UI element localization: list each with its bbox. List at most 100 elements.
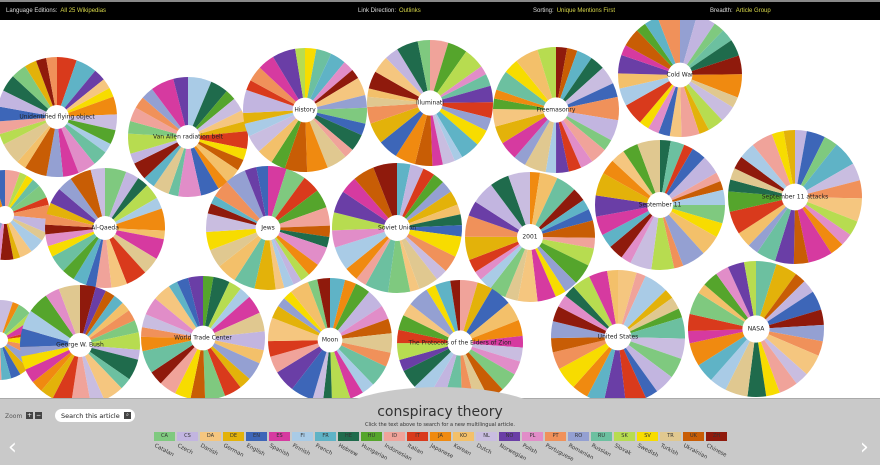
legend-item-hu[interactable]: HU Hungarian: [360, 432, 388, 462]
language-wedge: [460, 335, 523, 348]
article-pie[interactable]: [141, 276, 265, 398]
language-wedge: [268, 228, 302, 285]
legend-item-zh[interactable]: ZH Chinese: [705, 432, 728, 459]
legend-item-ko[interactable]: KO Korean: [452, 432, 475, 457]
previous-arrow-icon[interactable]: ‹: [8, 435, 17, 460]
language-wedge: [618, 337, 646, 398]
pie-center: [292, 97, 318, 123]
language-wedge: [80, 287, 106, 345]
language-wedge: [70, 169, 105, 228]
legend-item-tr[interactable]: TR Turkish: [659, 432, 682, 457]
article-label[interactable]: The Protocols of the Elders of Zion: [408, 339, 512, 347]
legend-item-nl[interactable]: NL Dutch: [475, 432, 498, 456]
language-editions-setting[interactable]: Language Editions: All 25 Wikipedias: [6, 8, 106, 14]
article-pie[interactable]: [0, 57, 118, 177]
article-label[interactable]: United States: [597, 333, 639, 341]
language-wedge: [5, 215, 32, 258]
article-pie[interactable]: [268, 278, 392, 398]
article-label[interactable]: NASA: [747, 325, 765, 333]
language-wedge: [556, 47, 578, 110]
legend-item-en[interactable]: EN English: [245, 432, 268, 458]
language-wedge: [141, 336, 203, 352]
article-label[interactable]: Freemasonry: [536, 106, 576, 114]
article-pie[interactable]: [367, 40, 494, 167]
breadth-setting[interactable]: Breadth: Article Group: [710, 8, 771, 14]
language-wedge: [430, 66, 487, 103]
search-article-button[interactable]: Search this article ⌕: [55, 409, 135, 422]
article-pie[interactable]: [618, 20, 742, 137]
legend-item-no[interactable]: NO Norwegian: [498, 432, 527, 462]
language-wedge: [214, 181, 268, 228]
legend-item-ca[interactable]: CA Catalan: [153, 432, 176, 458]
language-wedge: [680, 75, 709, 134]
legend-item-ro[interactable]: RO Romanian: [567, 432, 594, 461]
article-title[interactable]: conspiracy theory: [377, 404, 503, 420]
pie-center: [543, 97, 569, 123]
language-wedge: [397, 204, 461, 228]
setting-value[interactable]: All 25 Wikipedias: [60, 8, 107, 14]
setting-value[interactable]: Outlinks: [399, 8, 421, 14]
language-wedge: [0, 300, 13, 340]
zoom-out-button[interactable]: −: [35, 412, 42, 419]
legend-item-cs[interactable]: CS Czech: [176, 432, 199, 456]
article-pie[interactable]: [595, 140, 725, 270]
legend-item-sv[interactable]: SV Swedish: [636, 432, 659, 459]
sorting-setting[interactable]: Sorting: Unique Mentions First: [533, 8, 615, 14]
article-label[interactable]: Unidentified flying object: [19, 113, 95, 121]
language-wedge: [460, 280, 478, 343]
legend-item-de[interactable]: DE German: [222, 432, 245, 459]
article-label[interactable]: September 11: [638, 201, 682, 209]
legend-item-pl[interactable]: PL Polish: [521, 432, 544, 456]
legend-item-pt[interactable]: PT Portuguese: [544, 432, 574, 463]
legend-item-uk[interactable]: UK Ukrainian: [682, 432, 708, 461]
article-label[interactable]: Van Allen radiation belt: [152, 133, 224, 141]
article-pie[interactable]: [493, 47, 620, 173]
article-pie[interactable]: [332, 163, 462, 293]
language-wedge: [460, 302, 519, 343]
article-label[interactable]: World Trade Center: [174, 334, 232, 342]
language-wedge: [417, 40, 430, 103]
legend-item-ru[interactable]: RU Russian: [590, 432, 613, 458]
article-label[interactable]: Soviet Union: [378, 224, 416, 232]
article-pie[interactable]: [205, 166, 330, 290]
language-wedge: [305, 110, 353, 157]
language-wedge: [397, 228, 462, 257]
setting-value[interactable]: Article Group: [735, 8, 771, 14]
legend-item-da[interactable]: DA Danish: [199, 432, 222, 457]
language-wedge: [370, 103, 430, 143]
legend-item-sk[interactable]: SK Slovak: [613, 432, 636, 457]
article-pie[interactable]: [397, 280, 523, 398]
article-pie[interactable]: [551, 270, 685, 398]
next-arrow-icon[interactable]: ›: [860, 435, 869, 460]
article-label[interactable]: Al-Qaeda: [91, 224, 119, 232]
setting-value[interactable]: Unique Mentions First: [556, 8, 616, 14]
language-wedge: [5, 172, 27, 215]
legend-item-ja[interactable]: JA Japanese: [429, 432, 454, 460]
article-label[interactable]: September 11 attacks: [761, 193, 829, 201]
legend-item-fr[interactable]: FR French: [314, 432, 337, 457]
article-pie[interactable]: [465, 172, 595, 303]
article-label[interactable]: Moon: [321, 336, 339, 344]
legend-item-fi[interactable]: FI Finnish: [291, 432, 314, 457]
legend-item-id[interactable]: ID Indonesian: [383, 432, 413, 462]
article-label[interactable]: Jews: [261, 224, 275, 232]
article-pie[interactable]: [243, 48, 368, 172]
article-label[interactable]: George W. Bush: [56, 341, 104, 349]
link-direction-setting[interactable]: Link Direction: Outlinks: [358, 8, 421, 14]
article-pie[interactable]: [20, 285, 140, 398]
legend-item-it[interactable]: IT Italian: [406, 432, 429, 456]
article-pie[interactable]: [688, 261, 824, 398]
article-pie[interactable]: [728, 130, 862, 264]
article-label[interactable]: Cold War: [666, 71, 694, 79]
article-label[interactable]: Illuminati: [416, 99, 444, 107]
article-label[interactable]: History: [294, 106, 316, 114]
zoom-in-button[interactable]: +: [26, 412, 33, 419]
language-wedge: [795, 197, 862, 222]
legend-item-es[interactable]: ES Spanish: [268, 432, 291, 458]
article-pie[interactable]: [0, 170, 50, 260]
article-label[interactable]: 2001: [522, 233, 538, 241]
article-pie[interactable]: [127, 77, 248, 198]
article-pie[interactable]: [45, 168, 165, 288]
legend-item-he[interactable]: HE Hebrew: [337, 432, 360, 458]
language-wedge: [397, 228, 420, 292]
